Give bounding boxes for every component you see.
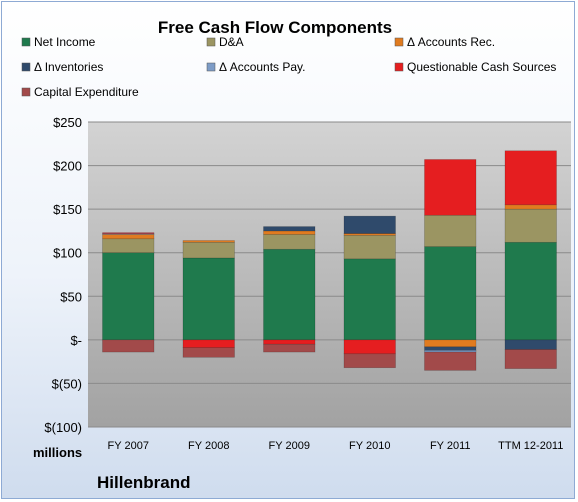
bar-net-income-fy-2011 xyxy=(424,246,477,341)
y-tick-label: $- xyxy=(70,333,82,348)
bar-accounts-rec-fy-2009 xyxy=(263,230,316,235)
legend-label-d-a: D&A xyxy=(219,35,244,49)
legend-swatch-d-a xyxy=(206,37,216,47)
bar-capital-expenditure-fy-2007 xyxy=(102,339,155,353)
chart-title: Free Cash Flow Components xyxy=(158,18,392,37)
legend-swatch-capital-expenditure xyxy=(21,87,31,97)
bar-d-a-fy-2008 xyxy=(182,241,235,259)
y-tick-label: $200 xyxy=(53,159,82,174)
y-tick-label: $(100) xyxy=(44,420,82,435)
bar-d-a-fy-2011 xyxy=(424,214,477,247)
legend-swatch-net-income xyxy=(21,37,31,47)
bar-net-income-fy-2010 xyxy=(343,258,396,341)
x-axis: FY 2007 FY 2008 FY 2009 FY 2010 FY 2011 TTM 1… xyxy=(108,440,564,452)
bar-d-a-fy-2009 xyxy=(263,234,316,250)
x-tick-label: FY 2008 xyxy=(188,440,229,452)
bar-questionable-cash-sources-fy-2009 xyxy=(263,339,316,345)
bar-inventories-fy-2009 xyxy=(263,226,316,232)
legend-label-capital-expenditure: Capital Expenditure xyxy=(34,85,139,99)
bar-net-income-fy-2009 xyxy=(263,248,316,341)
legend-swatch-questionable-cash-sources xyxy=(394,62,404,72)
bar-capital-expenditure-fy-2009 xyxy=(263,343,316,353)
y-tick-label: $150 xyxy=(53,202,82,217)
legend-label-net-income: Net Income xyxy=(34,35,96,49)
legend-label-accounts-pay: Δ Accounts Pay. xyxy=(219,60,306,74)
bar-d-a-fy-2007 xyxy=(102,238,155,254)
bar-inventories-fy-2011 xyxy=(424,346,477,351)
bar-net-income-fy-2008 xyxy=(182,257,235,341)
bar-capital-expenditure-fy-2008 xyxy=(182,347,235,358)
bar-d-a-ttm-12-2011 xyxy=(504,208,557,243)
bar-inventories-fy-2010 xyxy=(343,215,396,234)
bar-accounts-rec-fy-2007 xyxy=(102,234,155,240)
y-tick-label: $100 xyxy=(53,246,82,261)
bar-net-income-fy-2007 xyxy=(102,252,155,341)
bar-questionable-cash-sources-fy-2010 xyxy=(343,339,396,355)
plot-area xyxy=(88,122,571,427)
bar-net-income-ttm-12-2011 xyxy=(504,241,557,341)
x-tick-label: FY 2010 xyxy=(349,440,390,452)
bar-capital-expenditure-fy-2010 xyxy=(343,353,396,369)
legend: Net Income D&A Δ Accounts Rec. Δ Inventorie… xyxy=(21,35,556,99)
units-label: millions xyxy=(33,445,82,460)
y-axis: $250 $200 $150 $100 $50 $- $(50) $(100) xyxy=(44,115,82,435)
gridlines xyxy=(88,121,571,428)
bar-inventories-ttm-12-2011 xyxy=(504,339,557,350)
x-tick-label: FY 2007 xyxy=(108,440,149,452)
x-tick-label: TTM 12-2011 xyxy=(498,440,563,452)
company-label: Hillenbrand xyxy=(97,473,191,492)
legend-swatch-accounts-rec xyxy=(394,37,404,47)
legend-label-accounts-rec: Δ Accounts Rec. xyxy=(407,35,495,49)
bar-accounts-rec-fy-2008 xyxy=(182,240,235,243)
bar-questionable-cash-sources-fy-2007 xyxy=(102,232,155,234)
x-tick-label: FY 2009 xyxy=(269,440,310,452)
bar-accounts-rec-ttm-12-2011 xyxy=(504,204,557,210)
legend-swatch-inventories xyxy=(21,62,31,72)
bar-d-a-fy-2010 xyxy=(343,234,396,260)
y-tick-label: $50 xyxy=(60,289,82,304)
bar-questionable-cash-sources-ttm-12-2011 xyxy=(504,150,557,206)
bar-accounts-rec-fy-2011 xyxy=(424,339,477,348)
legend-label-questionable-cash-sources: Questionable Cash Sources xyxy=(407,60,556,74)
x-tick-label: FY 2011 xyxy=(430,440,471,452)
legend-label-inventories: Δ Inventories xyxy=(34,60,103,74)
bars xyxy=(102,150,557,371)
bar-questionable-cash-sources-fy-2011 xyxy=(424,159,477,216)
y-tick-label: $250 xyxy=(53,115,82,130)
legend-swatch-accounts-pay xyxy=(206,62,216,72)
bar-questionable-cash-sources-fy-2008 xyxy=(182,339,235,349)
bar-capital-expenditure-fy-2011 xyxy=(424,351,477,371)
bar-capital-expenditure-ttm-12-2011 xyxy=(504,349,557,369)
y-tick-label: $(50) xyxy=(52,376,82,391)
